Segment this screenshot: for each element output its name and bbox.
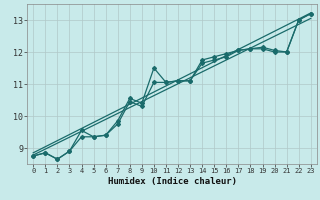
- X-axis label: Humidex (Indice chaleur): Humidex (Indice chaleur): [108, 177, 236, 186]
